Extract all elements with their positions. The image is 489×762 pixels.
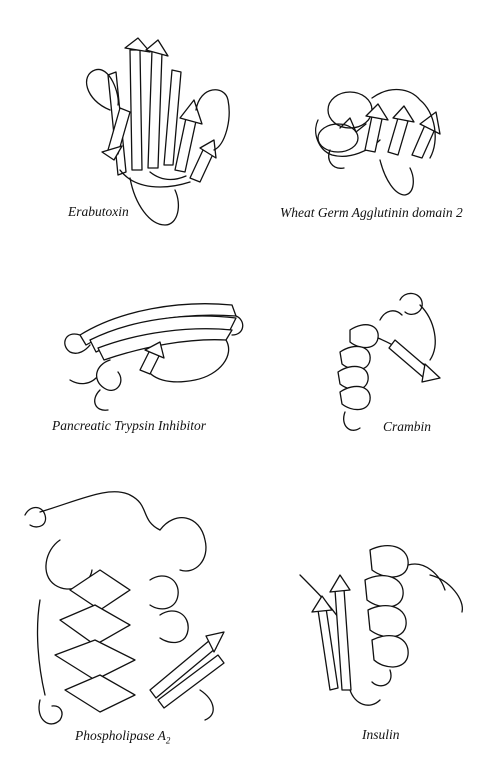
insulin-label: Insulin [362, 727, 400, 742]
crambin-label: Crambin [383, 419, 432, 434]
insulin-ribbon-diagram [299, 545, 463, 706]
pancreatic-trypsin-inhibitor-label: Pancreatic Trypsin Inhibitor [52, 418, 206, 433]
erabutoxin-ribbon-diagram [86, 37, 230, 226]
phospholipase-label-base: Phospholipase A [75, 728, 166, 743]
wheat-germ-agglutinin-ribbon-diagram [315, 88, 441, 196]
erabutoxin-label: Erabutoxin [68, 204, 129, 219]
phospholipase-label-subscript: 2 [165, 735, 171, 746]
phospholipase-a2-label: Phospholipase A2 [75, 728, 170, 746]
crambin-ribbon-diagram [337, 292, 441, 431]
pancreatic-trypsin-inhibitor-ribbon-diagram [64, 303, 244, 411]
phospholipase-a2-ribbon-diagram [24, 491, 225, 725]
wheat-germ-agglutinin-label: Wheat Germ Agglutinin domain 2 [280, 205, 463, 220]
